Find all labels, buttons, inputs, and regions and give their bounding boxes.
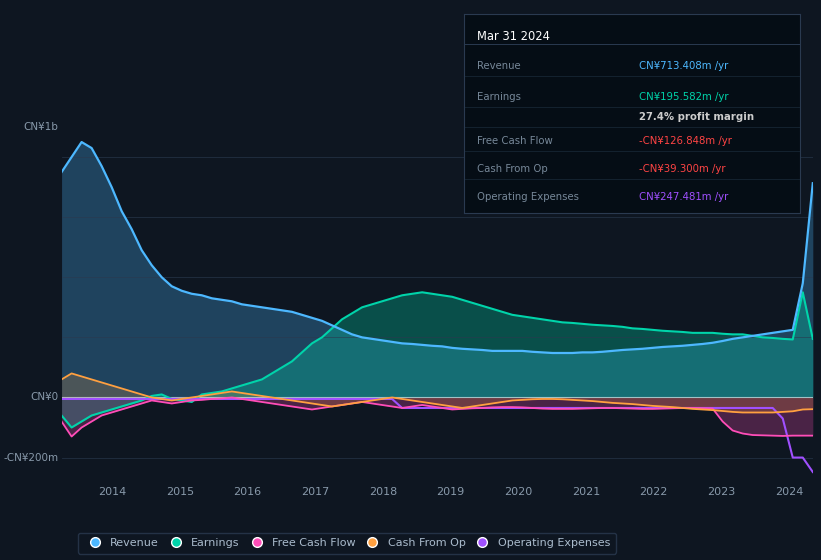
Text: CN¥0: CN¥0 [30, 393, 58, 403]
Text: CN¥713.408m /yr: CN¥713.408m /yr [639, 60, 728, 71]
Text: -CN¥126.848m /yr: -CN¥126.848m /yr [639, 136, 732, 146]
Text: Cash From Op: Cash From Op [477, 164, 548, 174]
Text: Earnings: Earnings [477, 92, 521, 102]
Text: CN¥1b: CN¥1b [24, 122, 58, 132]
Text: 27.4% profit margin: 27.4% profit margin [639, 113, 754, 123]
Text: Free Cash Flow: Free Cash Flow [477, 136, 553, 146]
Text: CN¥195.582m /yr: CN¥195.582m /yr [639, 92, 728, 102]
Text: CN¥247.481m /yr: CN¥247.481m /yr [639, 192, 728, 202]
Legend: Revenue, Earnings, Free Cash Flow, Cash From Op, Operating Expenses: Revenue, Earnings, Free Cash Flow, Cash … [78, 533, 616, 554]
Text: Revenue: Revenue [477, 60, 521, 71]
Text: -CN¥39.300m /yr: -CN¥39.300m /yr [639, 164, 726, 174]
Text: -CN¥200m: -CN¥200m [3, 452, 58, 463]
Text: Mar 31 2024: Mar 31 2024 [477, 30, 550, 43]
Text: Operating Expenses: Operating Expenses [477, 192, 580, 202]
